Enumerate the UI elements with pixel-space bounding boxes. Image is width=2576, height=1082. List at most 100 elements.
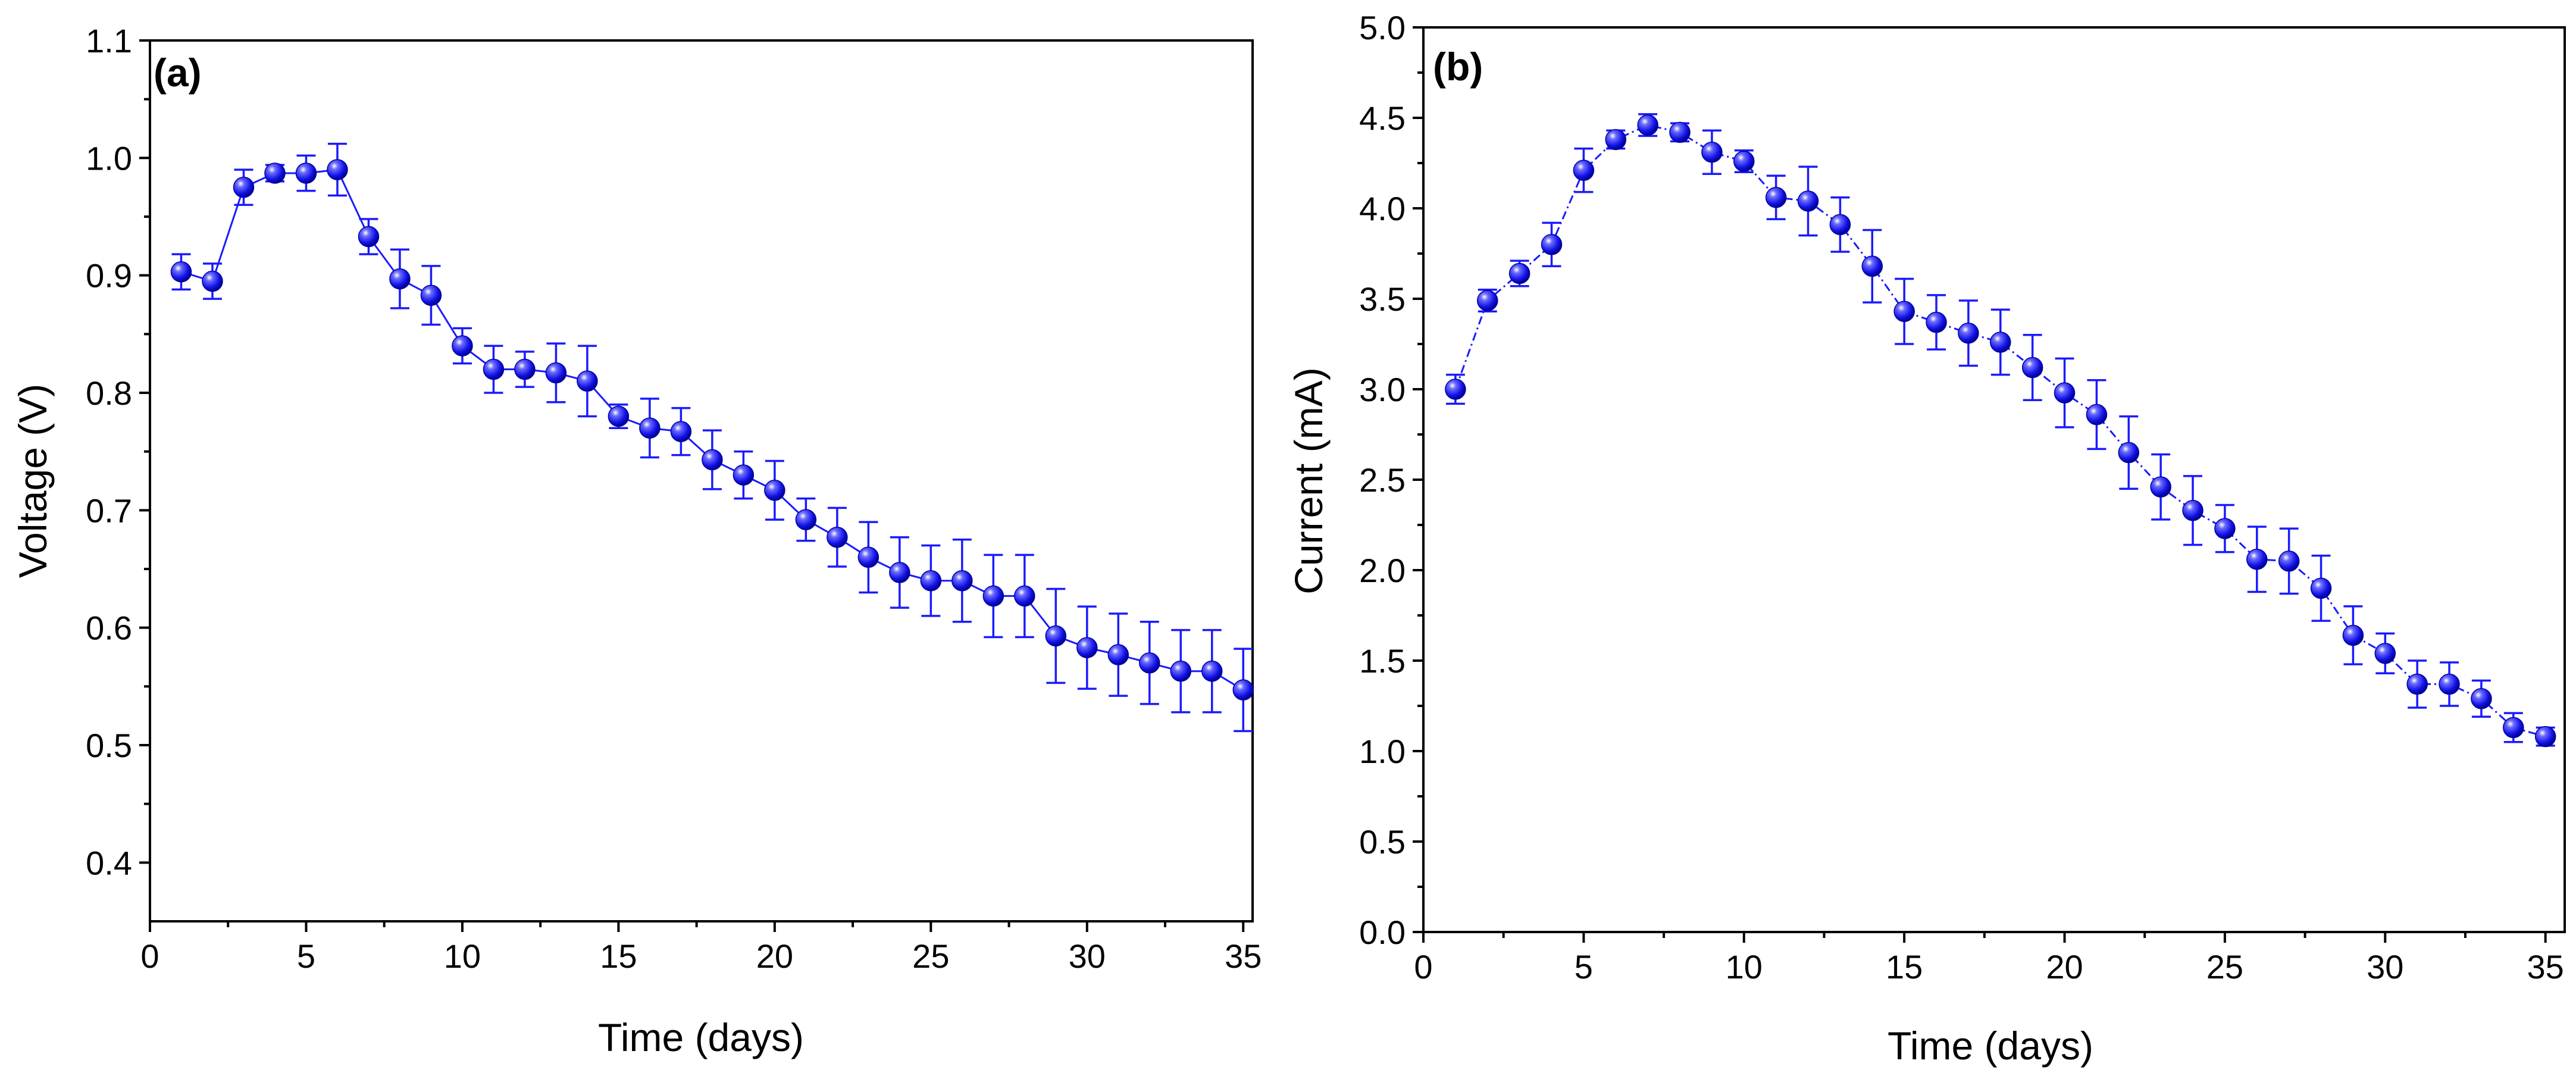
panel-label-a: (a): [154, 51, 202, 95]
y-tick-label-b: 1.0: [1359, 733, 1406, 770]
data-point-b: [2150, 476, 2171, 498]
x-tick-label-a: 10: [444, 937, 481, 975]
x-tick-label-a: 15: [600, 937, 637, 975]
data-point-a: [202, 270, 223, 292]
data-point-b: [1701, 142, 1723, 163]
y-tick-label-a: 1.0: [86, 139, 132, 177]
data-point-a: [951, 570, 973, 592]
data-point-a: [483, 358, 505, 380]
data-point-a: [1014, 585, 1035, 607]
data-point-a: [1232, 679, 1254, 701]
x-tick-label-a: 30: [1069, 937, 1106, 975]
y-axis-b: 0.0 0.5 1.0 1.5 2.0 2.5 3.0 3.5 4.0 4.5 5.0: [1359, 9, 1423, 951]
data-point-a: [639, 417, 661, 439]
y-tick-label-b: 0.0: [1359, 914, 1406, 951]
data-point-a: [452, 335, 473, 357]
y-tick-label-a: 0.6: [86, 609, 132, 647]
y-tick-label-a: 0.9: [86, 257, 132, 295]
x-tick-label-b: 5: [1575, 948, 1593, 986]
data-point-b: [1861, 255, 1883, 277]
data-point-b: [1926, 311, 1947, 333]
y-tick-label-a: 0.8: [86, 374, 132, 412]
x-axis-a: 0 5 10 15 20 25 30 35: [140, 921, 1262, 975]
data-point-b: [2118, 442, 2140, 464]
data-point-b: [2374, 643, 2396, 664]
data-point-b: [2021, 357, 2043, 379]
x-tick-label-b: 0: [1414, 948, 1432, 986]
plot-frame-b: [1422, 26, 2566, 933]
panel-label-b: (b): [1433, 45, 1483, 89]
y-tick-label-a: 0.7: [86, 492, 132, 529]
data-point-a: [389, 268, 411, 290]
data-point-b: [2534, 725, 2556, 748]
data-point-a: [327, 159, 348, 180]
data-point-b: [2214, 518, 2236, 539]
x-tick-label-a: 20: [756, 937, 793, 975]
data-point-b: [2246, 549, 2268, 570]
data-point-b: [2503, 717, 2524, 739]
y-tick-label-b: 4.5: [1359, 99, 1406, 137]
data-point-a: [514, 358, 536, 380]
x-tick-label-a: 0: [140, 937, 159, 975]
data-point-a: [358, 226, 380, 248]
y-axis-label-a: Voltage (V): [11, 384, 55, 578]
data-point-b: [1958, 323, 1979, 344]
data-point-b: [1445, 379, 1466, 400]
data-point-a: [1201, 660, 1223, 682]
data-point-a: [920, 570, 942, 592]
data-point-a: [420, 284, 442, 306]
x-tick-label-b: 35: [2527, 948, 2564, 986]
data-point-a: [545, 362, 567, 384]
data-point-b: [1765, 187, 1787, 208]
data-point-a: [295, 162, 317, 184]
x-tick-label-b: 20: [2046, 948, 2083, 986]
data-point-b: [1637, 114, 1658, 136]
data-point-a: [857, 546, 879, 568]
y-tick-label-b: 0.5: [1359, 823, 1406, 861]
data-point-b: [1605, 129, 1627, 151]
data-point-a: [889, 562, 910, 583]
data-point-b: [1733, 151, 1755, 172]
data-point-a: [827, 526, 848, 548]
data-point-a: [233, 176, 255, 198]
y-tick-label-b: 5.0: [1359, 9, 1406, 46]
y-axis-a: 0.4 0.5 0.6 0.7 0.8 0.9 1.0 1.1: [86, 22, 150, 881]
data-point-b: [1829, 214, 1851, 236]
x-tick-label-a: 25: [912, 937, 949, 975]
data-point-b: [1669, 121, 1691, 143]
y-tick-label-a: 1.1: [86, 22, 132, 60]
data-point-a: [795, 509, 817, 530]
x-tick-label-b: 10: [1726, 948, 1763, 986]
data-point-b: [1990, 332, 2011, 353]
data-point-b: [2054, 382, 2076, 404]
data-point-b: [1541, 234, 1563, 255]
data-point-a: [1045, 625, 1067, 647]
data-point-a: [733, 464, 755, 486]
data-point-b: [1508, 262, 1530, 284]
data-point-b: [1573, 160, 1595, 181]
x-axis-label-b: Time (days): [1888, 1024, 2093, 1068]
data-point-a: [1076, 637, 1098, 658]
data-point-b: [1893, 301, 1915, 323]
y-tick-label-a: 0.5: [86, 727, 132, 764]
x-axis-label-a: Time (days): [598, 1015, 804, 1059]
y-tick-label-b: 3.0: [1359, 371, 1406, 408]
data-point-b: [2406, 673, 2428, 695]
x-tick-label-b: 15: [1886, 948, 1923, 986]
y-tick-label-b: 3.5: [1359, 280, 1406, 318]
data-point-b: [2342, 624, 2364, 646]
data-point-a: [670, 421, 692, 442]
y-tick-label-b: 1.5: [1359, 642, 1406, 680]
data-point-b: [2086, 404, 2108, 426]
panel-a: 0.40.50.60.70.80.91.01.1 0 5 10 15 20 25 30 35 …: [11, 22, 1262, 1059]
x-tick-label-a: 5: [297, 937, 315, 975]
x-tick-label-b: 25: [2206, 948, 2243, 986]
data-point-a: [170, 261, 192, 283]
series-line-b: [1454, 124, 2546, 738]
y-tick-label-b: 4.0: [1359, 190, 1406, 227]
data-point-a: [608, 405, 630, 427]
y-axis-label-b: Current (mA): [1287, 367, 1331, 594]
x-tick-label-a: 35: [1225, 937, 1262, 975]
y-tick-label-b: 2.0: [1359, 552, 1406, 589]
